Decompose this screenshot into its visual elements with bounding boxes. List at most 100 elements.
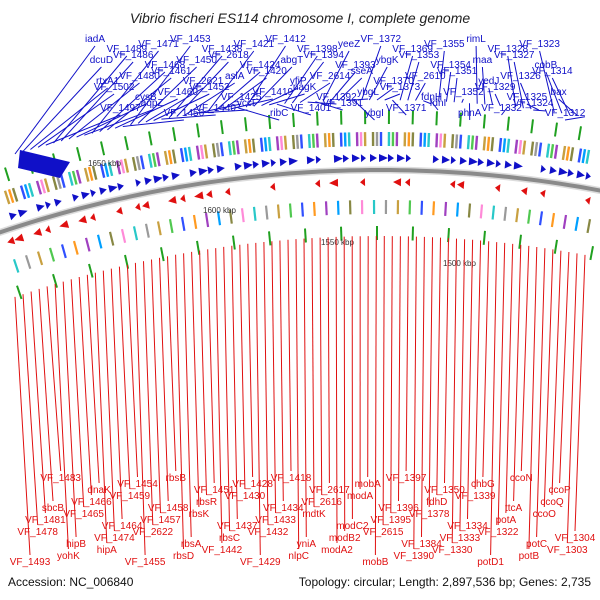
outer-feature-bar — [23, 184, 31, 199]
gene-leader-line — [86, 274, 100, 484]
gene-leader-line — [299, 82, 331, 103]
reverse-gene-label: sbcB — [42, 503, 65, 514]
reverse-gene-arrow — [180, 194, 186, 203]
outer-feature-bar — [267, 136, 272, 152]
forward-gene-arrow — [234, 162, 242, 171]
reverse-gene-label: nlpC — [288, 551, 309, 562]
gene-leader-line — [122, 119, 184, 127]
gene-leader-line — [30, 87, 109, 150]
outer-marker-bar — [244, 117, 248, 132]
gene-leader-line — [507, 55, 517, 108]
forward-gene-label: VF_1314 — [532, 66, 573, 77]
forward-gene-label: VF_1324 — [513, 98, 554, 109]
inner-marker-bar — [232, 235, 236, 250]
outer-feature-bar — [27, 182, 35, 197]
forward-gene-label: VF_1480 — [119, 71, 160, 82]
inner-feature-bar — [180, 216, 186, 231]
scale-mark-1600: 1600 kbp — [203, 206, 236, 215]
gene-leader-line — [505, 243, 514, 514]
outer-marker-bar — [506, 116, 510, 131]
forward-gene-label: VF_1329 — [475, 82, 516, 93]
forward-gene-arrow — [99, 187, 107, 195]
reverse-gene-label: rbsC — [219, 533, 240, 544]
outer-marker-bar — [482, 114, 486, 129]
outer-feature-bar — [427, 132, 431, 148]
reverse-gene-label: hipA — [97, 545, 117, 556]
forward-gene-arrow — [459, 156, 467, 165]
forward-gene-label: VF_1419 — [253, 87, 294, 98]
gene-leader-line — [110, 268, 123, 520]
gene-leader-line — [222, 77, 267, 111]
gene-leader-line — [398, 236, 401, 502]
forward-gene-arrow — [405, 154, 411, 163]
reverse-gene-arrow — [7, 236, 16, 245]
outer-feature-bar — [75, 169, 82, 184]
gene-leader-line — [22, 66, 102, 153]
reverse-gene-arrow — [78, 215, 87, 224]
reverse-gene-label: VF_1429 — [240, 557, 281, 568]
gene-leader-line — [253, 66, 293, 107]
outer-feature-bar — [458, 134, 463, 149]
gene-leader-line — [467, 239, 474, 520]
gene-leader-line — [176, 61, 229, 117]
forward-gene-label: VF_1456 — [164, 108, 205, 119]
forward-gene-label: VF_2618 — [208, 50, 249, 61]
outer-feature-bar — [55, 174, 62, 190]
gene-leader-line — [161, 114, 216, 120]
forward-gene-arrow — [53, 198, 62, 207]
forward-gene-label: VF_1373 — [380, 82, 421, 93]
forward-gene-label: dcuD — [90, 55, 113, 66]
inner-feature-bar — [84, 237, 91, 252]
outer-feature-bar — [299, 134, 304, 149]
forward-gene-arrow — [477, 158, 484, 166]
outer-feature-bar — [107, 162, 114, 177]
outer-feature-bar — [470, 135, 475, 150]
reverse-gene-label: VF_1330 — [432, 545, 473, 556]
gene-leader-line — [543, 249, 554, 508]
forward-gene-label: VF_1502 — [94, 82, 135, 93]
reverse-gene-arrow — [457, 181, 465, 189]
reverse-gene-label: VF_1493 — [10, 557, 51, 568]
gene-leader-line — [263, 241, 269, 526]
inner-feature-bar — [562, 214, 568, 229]
gene-leader-line — [551, 250, 562, 496]
reverse-gene-label: VF_1466 — [71, 497, 112, 508]
forward-gene-arrow — [504, 160, 512, 169]
gene-leader-line — [361, 45, 382, 101]
outer-feature-bar — [419, 132, 423, 147]
reverse-gene-label: VF_1428 — [232, 479, 273, 490]
gene-leader-line — [558, 98, 578, 116]
outer-feature-bar — [283, 135, 288, 150]
forward-gene-arrow — [135, 179, 141, 187]
reverse-gene-label: VF_1465 — [63, 509, 104, 520]
gene-leader-line — [327, 237, 330, 484]
forward-gene-arrow — [189, 169, 197, 178]
scale-marks: 1650 kbp 1600 kbp 1550 kbp 1500 kbp — [88, 159, 476, 268]
gene-leader-line — [46, 286, 62, 472]
inner-marker-bar — [88, 263, 94, 278]
reverse-gene-label: mdtK — [302, 509, 326, 520]
outer-feature-bar — [123, 158, 130, 173]
forward-gene-label: phnA — [458, 108, 482, 119]
outer-feature-bar — [307, 134, 311, 149]
gene-leader-line — [168, 55, 223, 119]
outer-feature-bar — [295, 134, 300, 149]
inner-feature-bar — [204, 212, 210, 228]
gene-leader-line — [488, 87, 494, 106]
gene-leader-line — [482, 241, 490, 478]
reverse-gene-label: VF_1464 — [102, 521, 143, 532]
gene-leader-line — [107, 77, 172, 131]
outer-feature-bar — [331, 132, 335, 147]
gene-leader-line — [430, 100, 439, 111]
gene-leader-line — [167, 256, 177, 472]
reverse-gene-label: yniA — [297, 539, 317, 550]
inner-feature-bar — [420, 200, 424, 215]
outer-marker-bar — [530, 119, 534, 134]
reverse-gene-label: ccoQ — [540, 497, 564, 508]
outer-feature-bar — [91, 165, 98, 180]
outer-feature-bar — [279, 135, 284, 151]
forward-gene-arrow — [576, 170, 585, 179]
gene-leader-line — [14, 296, 31, 556]
forward-gene-label: abgT — [281, 55, 304, 66]
